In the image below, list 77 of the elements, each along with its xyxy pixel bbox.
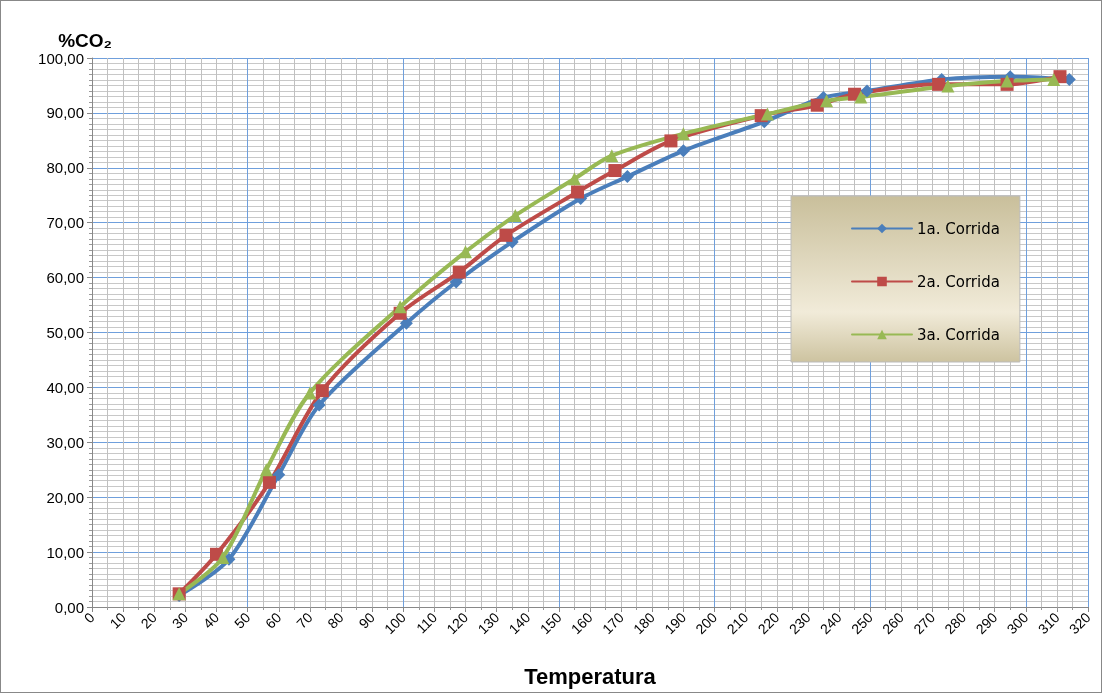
point bbox=[676, 144, 690, 158]
x-tick-label: 110 bbox=[412, 609, 441, 637]
point bbox=[315, 384, 329, 398]
point bbox=[860, 84, 874, 98]
point bbox=[941, 79, 955, 93]
x-tick-label: 170 bbox=[598, 609, 627, 638]
x-tick-label: 50 bbox=[230, 609, 254, 632]
point bbox=[216, 551, 230, 565]
point bbox=[932, 77, 946, 91]
x-tick-label: 130 bbox=[474, 609, 503, 638]
point bbox=[459, 245, 472, 259]
x-tick-label: 310 bbox=[1034, 609, 1063, 638]
point bbox=[508, 209, 522, 223]
point bbox=[262, 475, 276, 489]
y-tick-label: 100,00 bbox=[38, 49, 84, 67]
x-tick-label: 200 bbox=[692, 609, 721, 638]
point bbox=[272, 468, 286, 482]
y-tick-label: 50,00 bbox=[46, 324, 84, 341]
x-tick-label: 150 bbox=[536, 609, 565, 638]
x-tick-label: 320 bbox=[1065, 609, 1094, 638]
point bbox=[259, 463, 273, 477]
x-tick-label: 160 bbox=[567, 609, 596, 638]
point bbox=[820, 94, 834, 108]
x-tick-label: 230 bbox=[785, 609, 814, 638]
point bbox=[676, 127, 690, 141]
point bbox=[608, 164, 622, 178]
point bbox=[499, 228, 513, 242]
x-tick-label: 120 bbox=[443, 609, 472, 638]
legend-label: 2a. Corrida bbox=[917, 272, 1000, 291]
x-axis-title: Temperatura bbox=[524, 663, 657, 689]
x-tick-label: 40 bbox=[199, 609, 223, 632]
point bbox=[312, 398, 326, 412]
x-tick-label: 240 bbox=[816, 609, 845, 638]
x-tick-label: 260 bbox=[879, 609, 908, 638]
x-tick-label: 90 bbox=[355, 609, 378, 632]
x-tick-label: 70 bbox=[293, 609, 316, 632]
x-tick-label: 80 bbox=[324, 609, 347, 632]
point bbox=[664, 134, 678, 148]
point bbox=[810, 98, 824, 112]
point bbox=[620, 170, 634, 184]
y-tick-label: 10,00 bbox=[46, 543, 84, 561]
point bbox=[567, 172, 581, 186]
x-tick-label: 10 bbox=[106, 609, 129, 632]
y-tick-label: 30,00 bbox=[46, 433, 84, 451]
x-tick-label: 220 bbox=[754, 609, 783, 638]
x-tick-label: 100 bbox=[381, 609, 410, 638]
y-tick-label: 60,00 bbox=[46, 269, 84, 287]
point bbox=[760, 107, 774, 121]
y-tick-label: 90,00 bbox=[46, 104, 84, 122]
y-tick-label: 70,00 bbox=[46, 214, 84, 232]
y-tick-label: 80,00 bbox=[46, 159, 84, 177]
point bbox=[571, 185, 585, 199]
point bbox=[1047, 72, 1061, 86]
x-tick-label: 60 bbox=[262, 609, 285, 632]
y-tick-label: 40,00 bbox=[46, 378, 84, 396]
point bbox=[399, 316, 413, 330]
point bbox=[452, 265, 466, 279]
x-tick-label: 140 bbox=[505, 609, 534, 638]
y-tick-label: 20,00 bbox=[46, 488, 84, 506]
x-tick-label: 250 bbox=[847, 609, 876, 638]
x-tick-label: 190 bbox=[661, 609, 690, 638]
x-tick-label: 30 bbox=[168, 609, 192, 632]
y-tick-label: 0,00 bbox=[54, 598, 84, 616]
point bbox=[605, 149, 619, 163]
x-tick-label: 280 bbox=[941, 609, 970, 638]
point bbox=[303, 386, 317, 400]
x-tick-label: 270 bbox=[910, 609, 939, 638]
point bbox=[854, 90, 868, 104]
y-axis-title: %CO₂ bbox=[58, 30, 112, 51]
x-tick-label: 180 bbox=[630, 609, 659, 638]
x-tick-label: 290 bbox=[972, 609, 1001, 638]
x-tick-label: 210 bbox=[723, 609, 752, 638]
legend-label: 3a. Corrida bbox=[917, 325, 1000, 344]
x-tick-label: 300 bbox=[1003, 609, 1032, 638]
legend-label: 1a. Corrida bbox=[917, 219, 1000, 238]
point bbox=[393, 300, 407, 314]
x-tick-label: 20 bbox=[137, 609, 161, 632]
